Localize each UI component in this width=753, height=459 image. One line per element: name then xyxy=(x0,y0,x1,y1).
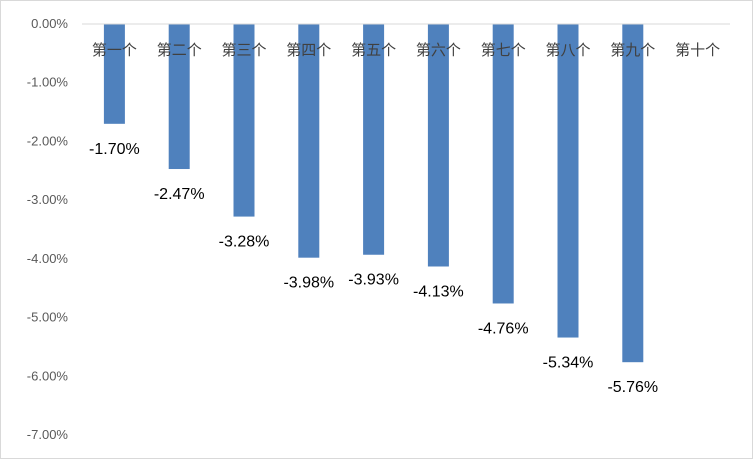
bar xyxy=(427,24,449,267)
bar xyxy=(233,24,255,217)
category-label: 第四个 xyxy=(286,41,331,59)
category-label: 第五个 xyxy=(351,41,396,59)
bars xyxy=(103,24,644,363)
bar xyxy=(363,24,385,255)
y-tick-label: 0.00% xyxy=(31,16,68,31)
y-axis: 0.00% -1.00% -2.00% -3.00% -4.00% -5.00% -6.00… xyxy=(27,16,69,442)
y-tick-label: -7.00% xyxy=(27,427,69,442)
data-label: -2.47% xyxy=(154,186,205,203)
bar xyxy=(622,24,644,363)
data-label: -4.76% xyxy=(478,320,529,337)
y-tick-label: -4.00% xyxy=(27,251,69,266)
y-tick-label: -5.00% xyxy=(27,310,69,325)
bar xyxy=(103,24,125,124)
y-tick-label: -1.00% xyxy=(27,75,69,90)
category-label: 第一个 xyxy=(92,41,137,59)
y-tick-label: -6.00% xyxy=(27,368,69,383)
category-label: 第十个 xyxy=(675,41,720,59)
x-axis: 第一个 第二个 第三个 第四个 第五个 第六个 第七个 第八个 第九个 第十个 xyxy=(82,23,730,59)
category-label: 第七个 xyxy=(481,41,526,59)
bar xyxy=(557,24,579,338)
data-label: -3.28% xyxy=(219,234,270,251)
category-label: 第九个 xyxy=(610,41,655,59)
data-label: -3.98% xyxy=(283,275,334,292)
data-label: -3.93% xyxy=(348,272,399,289)
data-label: -1.70% xyxy=(89,141,140,158)
category-label: 第三个 xyxy=(221,41,266,59)
y-tick-label: -3.00% xyxy=(27,192,69,207)
data-label: -5.76% xyxy=(607,379,658,396)
bar xyxy=(492,24,514,304)
data-labels: -1.70% -2.47% -3.28% -3.98% -3.93% -4.13% -4.7… xyxy=(89,141,658,396)
category-label: 第六个 xyxy=(416,41,461,59)
bar xyxy=(298,24,320,258)
data-label: -4.13% xyxy=(413,283,464,300)
category-label: 第二个 xyxy=(157,41,202,59)
data-label: -5.34% xyxy=(543,355,594,372)
category-label: 第八个 xyxy=(545,41,590,59)
y-tick-label: -2.00% xyxy=(27,133,69,148)
bar xyxy=(168,24,190,170)
